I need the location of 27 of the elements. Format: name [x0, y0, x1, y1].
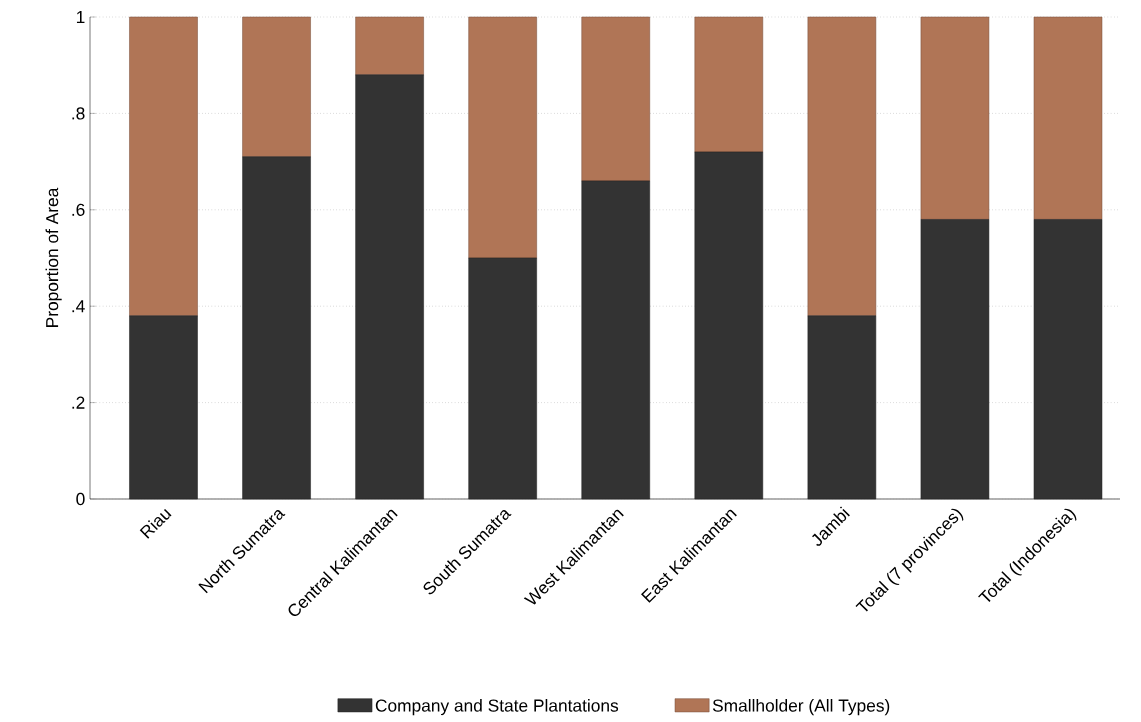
y-tick-label: .6: [72, 203, 85, 216]
y-tick-label: .8: [72, 107, 85, 120]
bar: [129, 315, 198, 500]
bar: [242, 16, 311, 158]
y-tick-label: 0: [76, 492, 85, 506]
y-tick-label: .2: [72, 396, 85, 409]
y-axis-title: Proportion of Area: [45, 187, 62, 327]
y-tick-label: .4: [72, 300, 85, 313]
y-tick-label: 1: [76, 11, 85, 23]
bar: [129, 16, 198, 317]
legend-label: Smallholder (All Types): [712, 698, 890, 716]
bar: [242, 156, 311, 500]
bar: [1033, 219, 1103, 500]
bar: [694, 16, 764, 153]
bar: [807, 315, 877, 500]
bar: [355, 74, 424, 500]
legend-label: Company and State Plantations: [375, 698, 619, 716]
bar: [468, 257, 537, 500]
bar: [581, 16, 651, 182]
bar: [694, 151, 764, 500]
bar: [581, 180, 651, 500]
bar: [468, 16, 537, 259]
bar: [1033, 16, 1103, 220]
bar: [355, 16, 424, 76]
bar: [920, 219, 990, 500]
bar: [807, 16, 877, 317]
bar: [920, 16, 990, 220]
